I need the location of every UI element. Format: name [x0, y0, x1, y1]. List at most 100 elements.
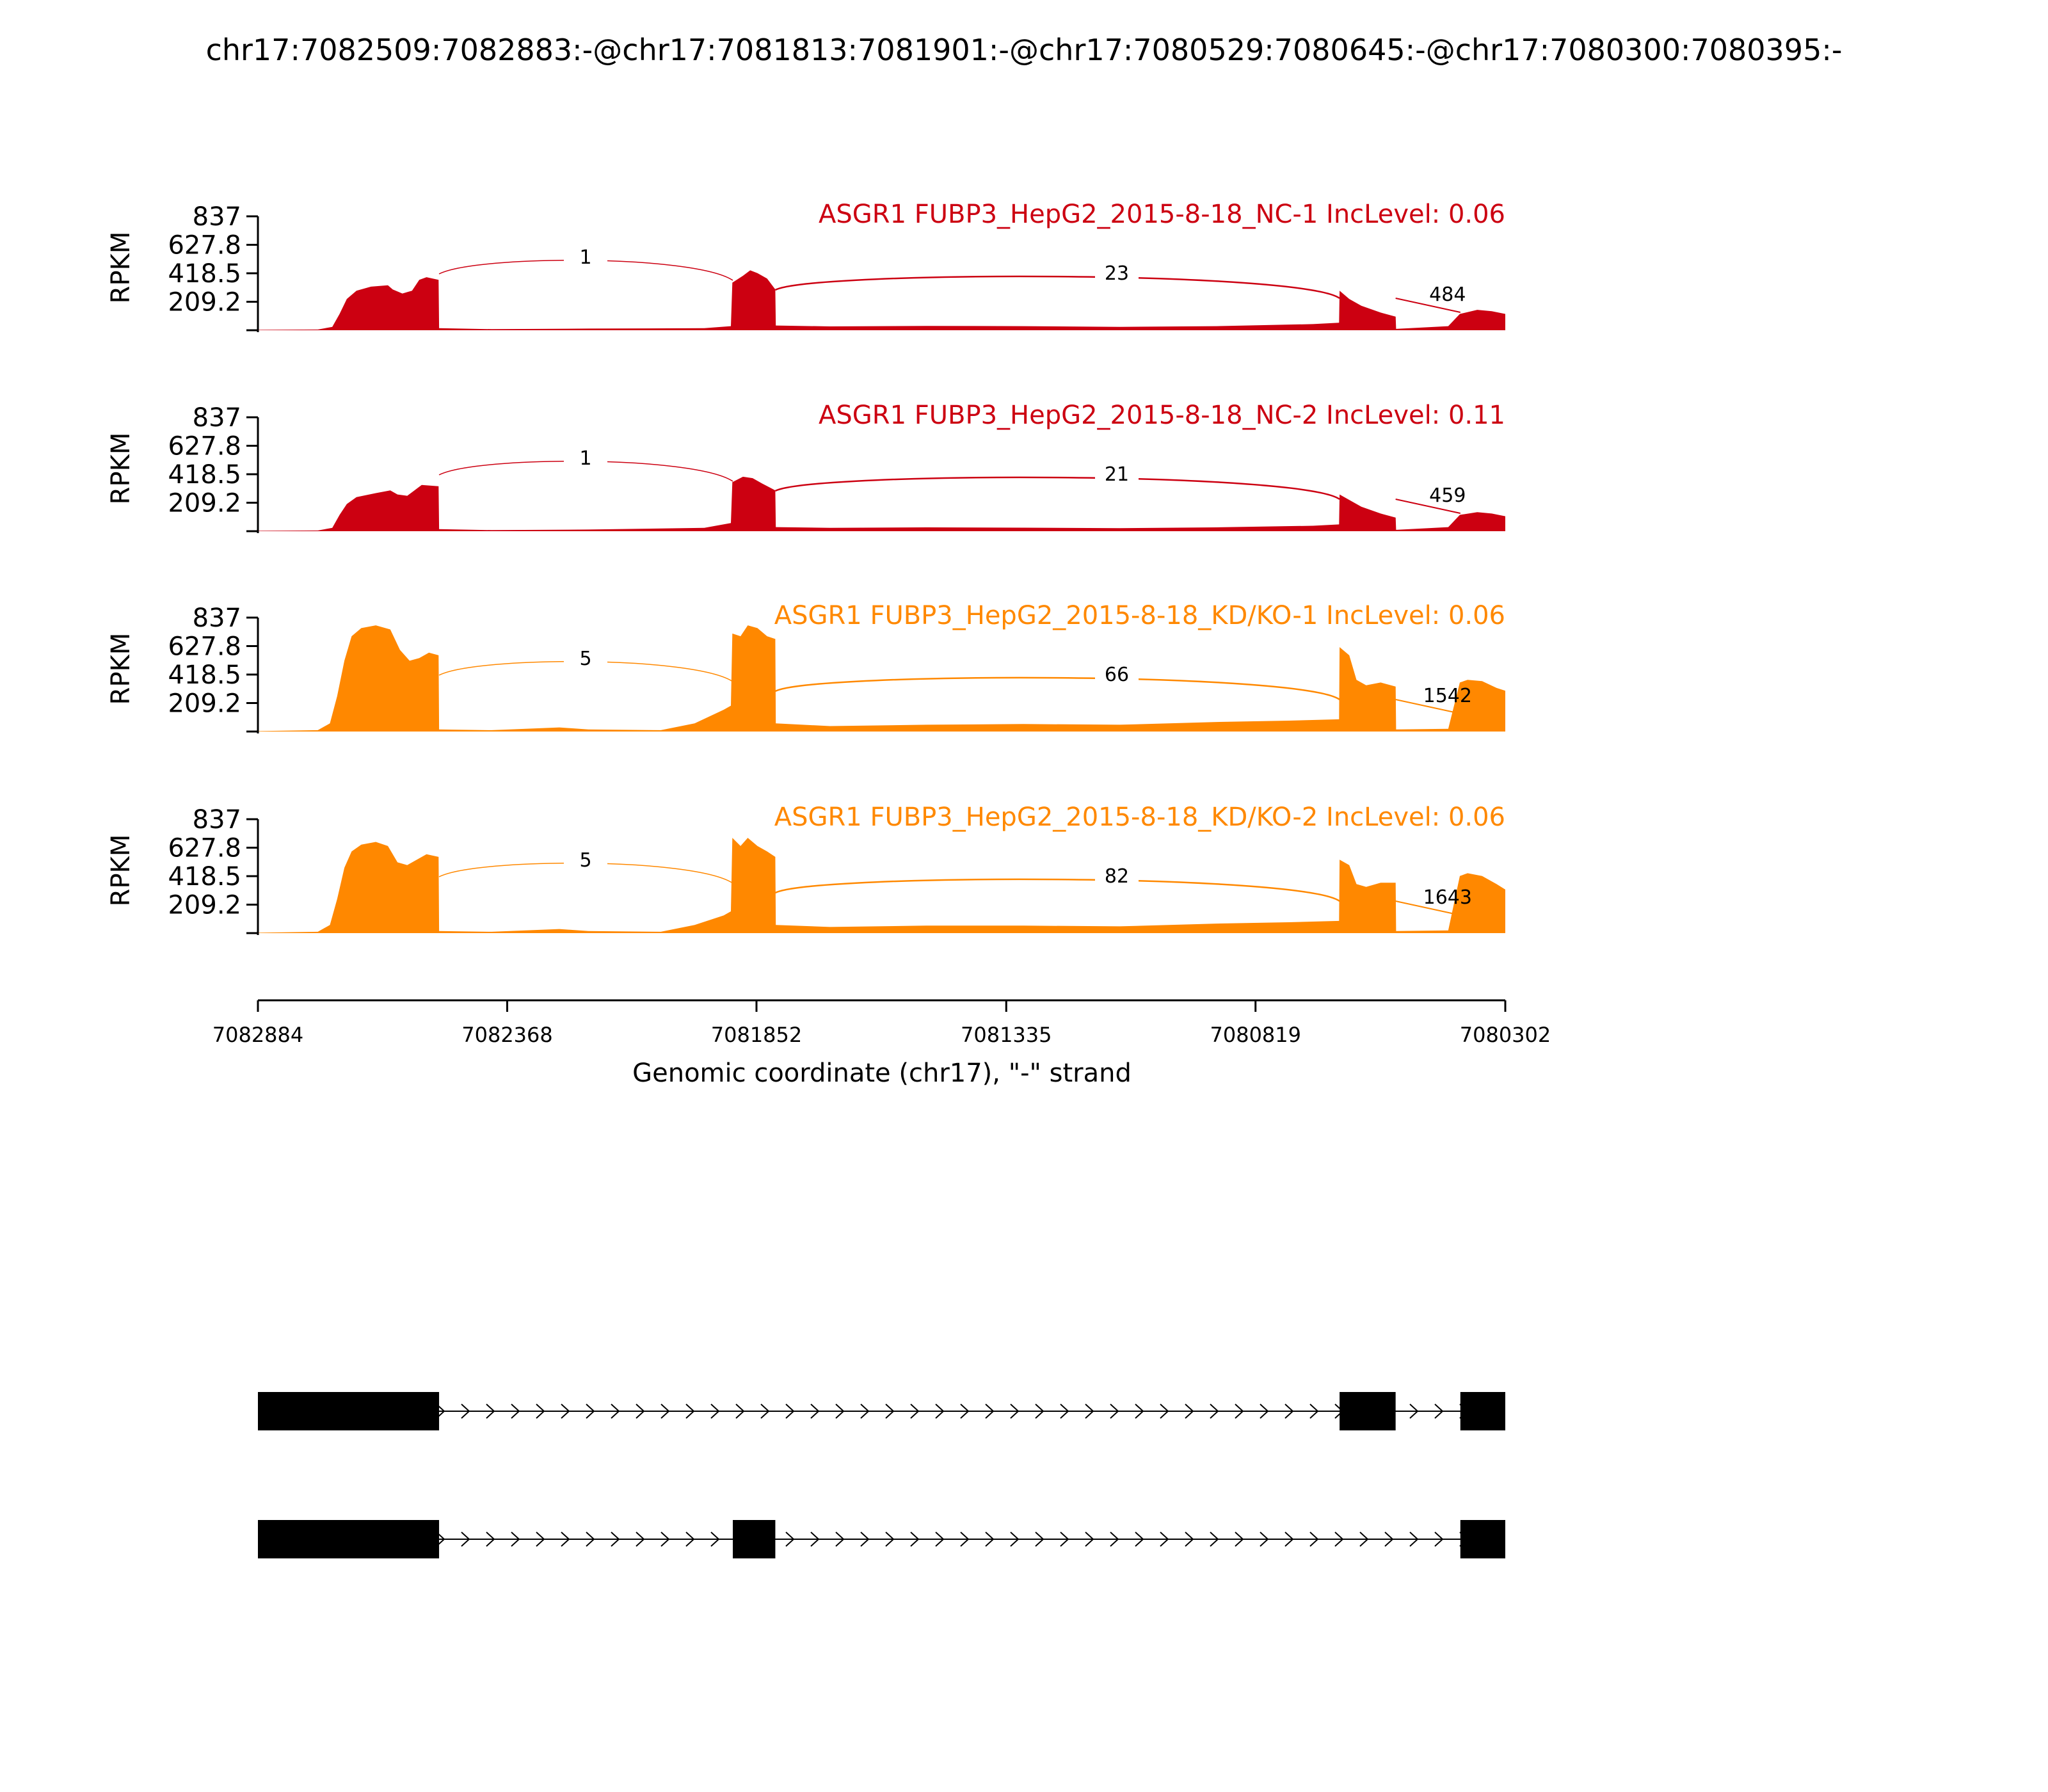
x-tick-label: 7082884 [212, 1023, 304, 1047]
y-tick-label: 209.2 [168, 489, 241, 518]
strand-arrow [1135, 1532, 1144, 1547]
strand-arrow [1035, 1404, 1044, 1419]
junction-count: 459 [1429, 484, 1466, 507]
strand-arrow [785, 1404, 795, 1419]
gene-models [258, 1392, 1505, 1558]
strand-arrow [760, 1404, 770, 1419]
x-tick-label: 7080819 [1210, 1023, 1301, 1047]
junction-line [1395, 298, 1461, 313]
junction-label-bg [1095, 465, 1139, 484]
strand-arrow [985, 1404, 995, 1419]
junction-count: 66 [1105, 664, 1129, 686]
strand-arrow [511, 1532, 520, 1547]
coverage-area [258, 838, 1505, 933]
junction-count: 484 [1429, 284, 1466, 306]
junction-count: 23 [1105, 262, 1129, 285]
strand-arrow [935, 1532, 945, 1547]
strand-arrow [910, 1404, 920, 1419]
strand-arrow [1160, 1532, 1169, 1547]
strand-arrow [785, 1532, 795, 1547]
strand-arrow [511, 1404, 520, 1419]
strand-arrow [1210, 1404, 1219, 1419]
y-axis-label: RPKM [106, 232, 136, 304]
strand-arrow [561, 1532, 570, 1547]
strand-arrow [486, 1532, 495, 1547]
strand-arrow [960, 1404, 970, 1419]
strand-arrow [1010, 1404, 1020, 1419]
strand-arrow [1085, 1404, 1094, 1419]
exon [733, 1520, 776, 1558]
track-title: ASGR1 FUBP3_HepG2_2015-8-18_NC-2 IncLeve… [819, 401, 1505, 430]
junction-count: 5 [579, 648, 591, 670]
coverage-area [258, 270, 1505, 330]
strand-arrow [1334, 1532, 1344, 1547]
strand-arrow [935, 1404, 945, 1419]
x-axis: Genomic coordinate (chr17), "-" strand 7… [212, 999, 1551, 1088]
strand-arrow [1309, 1404, 1319, 1419]
strand-arrow [1260, 1532, 1269, 1547]
strand-arrow [735, 1404, 745, 1419]
y-axis-label: RPKM [106, 633, 136, 705]
strand-arrow [1284, 1532, 1294, 1547]
y-tick-label: 837 [193, 202, 241, 232]
strand-arrow [461, 1532, 470, 1547]
y-tick-label: 418.5 [168, 660, 241, 690]
strand-arrow [586, 1532, 595, 1547]
y-tick-label: 837 [193, 604, 241, 633]
junction-count: 21 [1105, 463, 1129, 486]
exon [258, 1392, 440, 1430]
strand-arrow [885, 1404, 895, 1419]
strand-arrow [636, 1532, 645, 1547]
strand-arrow [685, 1532, 695, 1547]
strand-arrow [1284, 1404, 1294, 1419]
strand-arrow [611, 1532, 620, 1547]
y-tick-label: 418.5 [168, 259, 241, 289]
strand-arrow [810, 1532, 820, 1547]
junction-count: 82 [1105, 865, 1129, 888]
junction-count: 1 [579, 447, 591, 470]
junction-line [1395, 699, 1461, 714]
x-tick-label: 7081335 [961, 1023, 1052, 1047]
y-tick-label: 209.2 [168, 288, 241, 317]
strand-arrow [835, 1404, 845, 1419]
strand-arrow [1210, 1532, 1219, 1547]
junction-arc [774, 476, 1340, 500]
strand-arrow [1060, 1532, 1069, 1547]
strand-arrow [685, 1404, 695, 1419]
junction-label-bg [564, 449, 607, 468]
strand-arrow [1035, 1532, 1044, 1547]
y-tick-label: 209.2 [168, 689, 241, 719]
strand-arrow [586, 1404, 595, 1419]
strand-arrow [1085, 1532, 1094, 1547]
strand-arrow [835, 1532, 845, 1547]
junction-line [1395, 499, 1461, 514]
strand-arrow [636, 1404, 645, 1419]
strand-arrow [1384, 1532, 1394, 1547]
strand-arrow [860, 1532, 870, 1547]
y-tick-label: 627.8 [168, 431, 241, 461]
y-tick-label: 627.8 [168, 230, 241, 260]
strand-arrow [860, 1404, 870, 1419]
junction-count: 1 [579, 246, 591, 269]
strand-arrow [1434, 1404, 1444, 1419]
strand-arrow [1110, 1532, 1119, 1547]
strand-arrow [1235, 1532, 1244, 1547]
gene-model-2 [258, 1520, 1505, 1558]
y-tick-label: 418.5 [168, 862, 241, 892]
junction-label-bg [1095, 867, 1139, 886]
strand-arrow [1110, 1404, 1119, 1419]
y-axis-label: RPKM [106, 433, 136, 505]
x-tick-label: 7081852 [711, 1023, 803, 1047]
strand-arrow [910, 1532, 920, 1547]
strand-arrow [1260, 1404, 1269, 1419]
strand-arrow [1434, 1532, 1444, 1547]
x-tick-label: 7082368 [461, 1023, 553, 1047]
junction-count: 1643 [1423, 886, 1472, 909]
y-tick-label: 837 [193, 403, 241, 433]
